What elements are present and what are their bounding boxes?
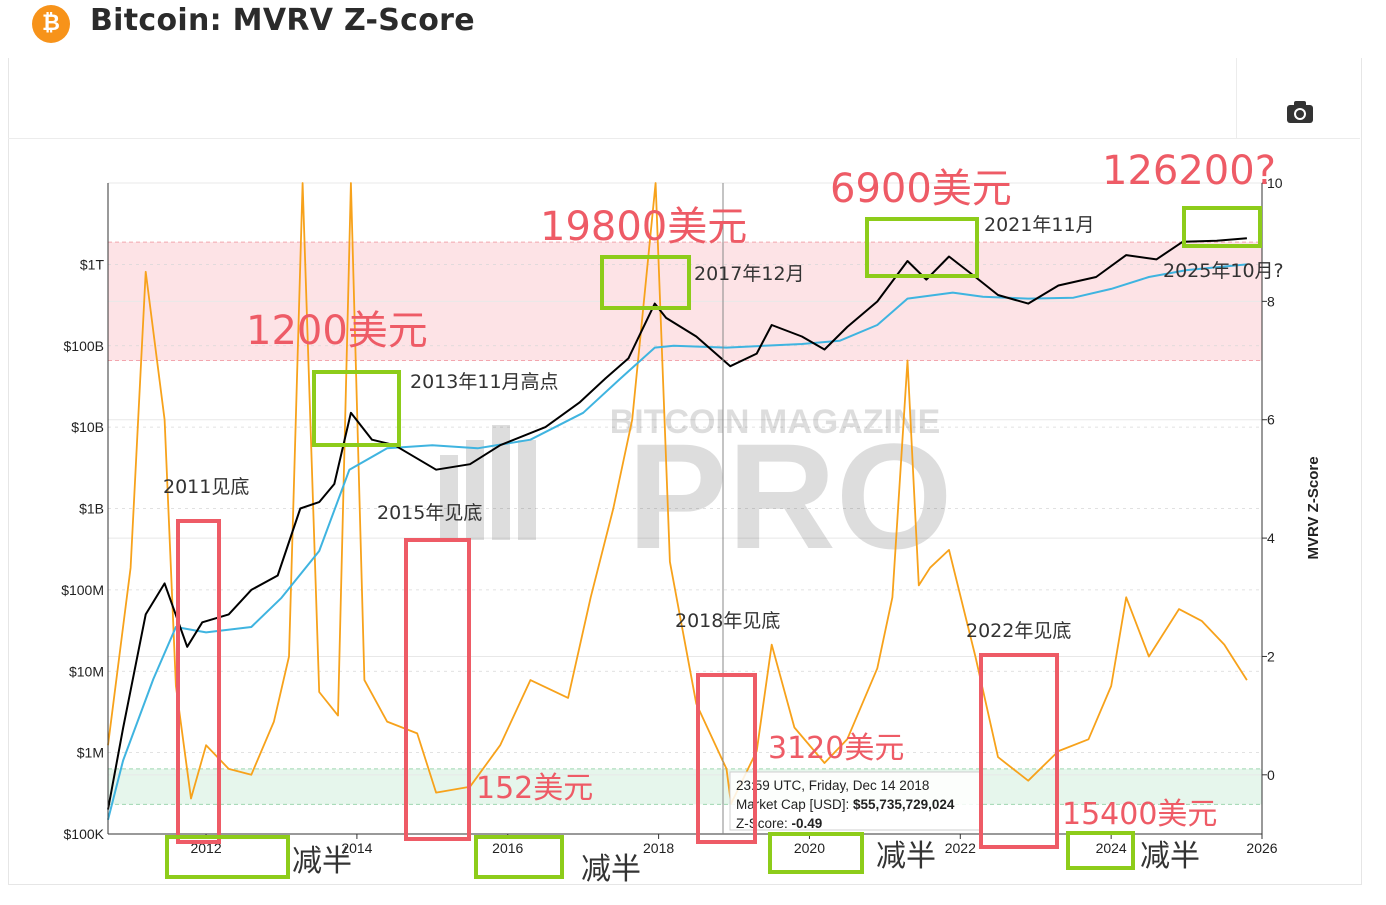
price-152: 152美元 [476, 771, 593, 806]
watermark: BITCOIN MAGAZINE PRO [440, 403, 953, 580]
y-right-tick-label: 2 [1267, 648, 1275, 664]
label-2021-peak: 2021年11月 [984, 214, 1095, 236]
watermark-bar-4 [518, 440, 536, 540]
page-title: Bitcoin: MVRV Z-Score [90, 3, 475, 38]
box-2015-bottom [404, 538, 471, 841]
y-right-tick-label: 8 [1267, 293, 1275, 309]
price-15400: 15400美元 [1062, 797, 1217, 832]
box-halving-2020 [768, 832, 864, 874]
annotation-boxes [165, 206, 1262, 879]
box-halving-2012 [165, 835, 290, 879]
label-2011-bottom: 2011见底 [163, 476, 249, 498]
camera-icon[interactable] [1284, 96, 1316, 126]
y-left-tick-label: $100K [64, 826, 105, 842]
watermark-bar-1 [440, 455, 458, 540]
y-left-tick-label: $10M [69, 663, 104, 679]
label-2018-bottom: 2018年见底 [675, 610, 780, 632]
svg-text:Z-Score: -0.49: Z-Score: -0.49 [736, 816, 822, 831]
z-score-line [107, 182, 1248, 805]
y-left-tick-label: $10B [71, 419, 104, 435]
box-halving-2016 [474, 835, 564, 879]
box-2013-peak [312, 370, 401, 447]
label-halving-1: 减半 [292, 844, 352, 879]
box-2017-peak [600, 255, 691, 310]
tooltip: 23:59 UTC, Friday, Dec 14 2018 Market Ca… [729, 771, 981, 831]
x-tick-label: 2016 [492, 840, 523, 856]
tooltip-marketcap-value: $55,735,729,024 [853, 797, 955, 812]
market-cap-line [107, 237, 1247, 810]
label-halving-4: 减半 [1140, 839, 1200, 874]
label-halving-2: 减半 [581, 852, 641, 887]
box-2018-bottom [696, 673, 757, 844]
price-3120: 3120美元 [768, 731, 904, 766]
label-halving-3: 减半 [876, 839, 936, 874]
tooltip-zscore-label: Z-Score: [736, 816, 792, 831]
event-annotations: 2011见底 2013年11月高点 2015年见底 2017年12月 2018年… [163, 214, 1284, 887]
y-right-tick-label: 6 [1267, 412, 1275, 428]
box-2021-peak [865, 217, 979, 278]
x-tick-label: 2022 [945, 840, 976, 856]
right-axis-title: MVRV Z-Score [1305, 456, 1322, 559]
y-left-tick-label: $100M [61, 582, 104, 598]
x-tick-label: 2014 [341, 840, 372, 856]
y-right-tick-label: 0 [1267, 767, 1275, 783]
y-right-tick-label: 4 [1267, 530, 1275, 546]
toolbar-bottom-border [8, 138, 1360, 139]
x-tick-label: 2024 [1096, 840, 1127, 856]
price-annotations: 1200美元 19800美元 6900美元 126200? 3120美元 152… [246, 148, 1276, 832]
watermark-bar-3 [492, 425, 510, 540]
toolbar-divider [1236, 58, 1237, 138]
label-2013-peak: 2013年11月高点 [410, 371, 559, 393]
box-2025-peak [1182, 206, 1262, 248]
bitcoin-logo-icon: ₿ [32, 5, 70, 43]
chart-card [8, 58, 1362, 885]
price-19800: 19800美元 [540, 204, 747, 250]
box-halving-2024 [1066, 831, 1135, 870]
box-2011-bottom [176, 519, 221, 844]
watermark-line2: PRO [627, 412, 952, 580]
label-2015-bottom: 2015年见底 [377, 502, 482, 524]
label-2025-peak: 2025年10月? [1163, 260, 1284, 282]
y-right-tick-label: 10 [1267, 175, 1283, 191]
box-2022-bottom [979, 653, 1059, 849]
y-left-tick-label: $1B [79, 501, 104, 517]
label-2017-peak: 2017年12月 [694, 263, 805, 285]
price-6900: 6900美元 [830, 166, 1012, 212]
price-126200: 126200? [1102, 148, 1276, 194]
series-layer [107, 182, 1248, 820]
tooltip-marketcap-label: Market Cap [USD]: [736, 797, 853, 812]
price-1200: 1200美元 [246, 308, 428, 354]
x-tick-label: 2026 [1246, 840, 1277, 856]
tooltip-zscore-value: -0.49 [792, 816, 823, 831]
y-left-tick-label: $1T [80, 256, 105, 272]
tooltip-date: 23:59 UTC, Friday, Dec 14 2018 [736, 778, 929, 793]
svg-text:Market Cap [USD]: $55,735,729,: Market Cap [USD]: $55,735,729,024 [736, 797, 955, 812]
realized-cap-line [107, 263, 1247, 820]
y-left-tick-label: $1M [77, 745, 104, 761]
x-tick-label: 2020 [794, 840, 825, 856]
label-2022-bottom: 2022年见底 [966, 620, 1071, 642]
y-left-tick-label: $100B [64, 338, 104, 354]
x-tick-label: 2018 [643, 840, 674, 856]
header: ₿ Bitcoin: MVRV Z-Score [0, 0, 1386, 58]
watermark-bar-2 [466, 440, 484, 540]
